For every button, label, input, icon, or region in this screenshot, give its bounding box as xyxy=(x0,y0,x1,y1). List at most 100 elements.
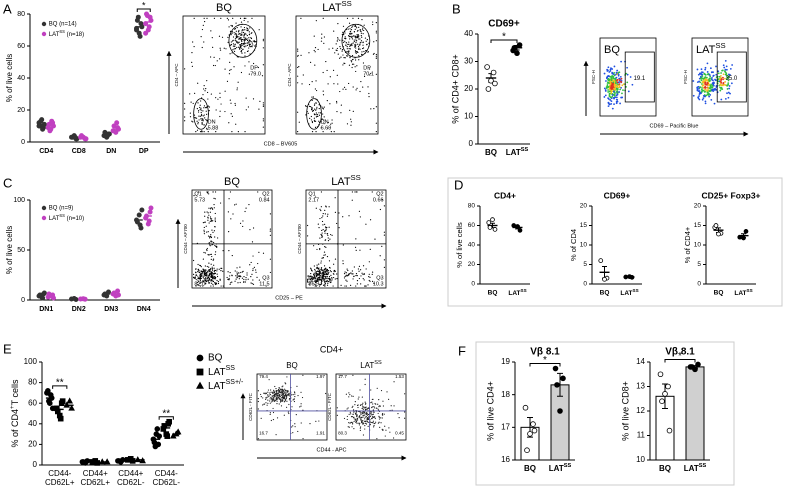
event-dot xyxy=(238,278,240,280)
event-dot xyxy=(367,413,369,416)
event-dot xyxy=(257,262,259,265)
y-tick-label: 0 xyxy=(21,297,25,304)
event-dot xyxy=(201,123,203,125)
event-dot xyxy=(375,131,377,133)
event-dot xyxy=(356,275,358,277)
event-dot xyxy=(359,48,361,50)
x-tick-line: CD44- xyxy=(155,469,178,478)
event-dot xyxy=(248,47,250,49)
event-dot xyxy=(204,117,206,119)
event-dot xyxy=(313,265,315,267)
event-dot xyxy=(281,400,284,402)
event-dot xyxy=(314,280,316,282)
event-dot xyxy=(627,90,630,93)
event-dot xyxy=(203,17,205,19)
event-dot xyxy=(308,52,310,54)
event-dot xyxy=(322,94,325,96)
event-dot xyxy=(242,220,244,222)
x-tick-label: BQ xyxy=(488,290,498,297)
event-dot xyxy=(229,275,231,277)
panel-label: B xyxy=(452,1,461,16)
event-dot xyxy=(381,199,384,201)
y-axis-label: CD4 – APC xyxy=(287,63,292,87)
event-dot xyxy=(318,263,320,265)
event-dot xyxy=(271,401,273,403)
event-dot xyxy=(216,273,218,275)
event-dot xyxy=(353,428,355,430)
event-dot xyxy=(322,278,325,280)
event-dot xyxy=(240,37,242,39)
event-dot xyxy=(295,414,297,416)
y-tick-label: 80 xyxy=(28,378,37,387)
data-point xyxy=(80,459,87,465)
event-dot xyxy=(352,409,355,411)
event-dot xyxy=(373,411,375,413)
event-dot xyxy=(331,119,333,121)
event-dot xyxy=(208,110,210,112)
event-dot xyxy=(220,103,222,105)
event-dot xyxy=(212,285,214,287)
event-dot xyxy=(213,207,215,209)
x-tick-label: LATSS xyxy=(508,288,526,297)
event-dot xyxy=(626,66,629,69)
event-dot xyxy=(235,123,237,125)
event-dot xyxy=(336,102,338,104)
event-dot xyxy=(358,35,360,37)
event-dot xyxy=(319,208,321,210)
event-dot xyxy=(276,417,279,419)
x-axis-label: CD8 – BV605 xyxy=(264,141,298,147)
event-dot xyxy=(356,34,358,36)
x-tick-label: CD44+ CD62L+ xyxy=(80,469,110,487)
event-dot xyxy=(276,400,278,402)
event-dot xyxy=(250,41,252,43)
event-dot xyxy=(322,284,325,286)
x-tick-label: LATSS xyxy=(620,288,638,297)
event-dot xyxy=(319,237,321,239)
event-dot xyxy=(283,396,285,398)
event-dot xyxy=(193,114,196,116)
event-dot xyxy=(371,406,373,408)
event-dot xyxy=(184,108,186,110)
event-dot xyxy=(204,269,206,271)
event-dot xyxy=(358,422,360,424)
event-dot xyxy=(241,277,244,279)
y-tick-label: 10 xyxy=(636,455,645,464)
event-dot xyxy=(351,273,353,275)
event-dot xyxy=(223,47,225,49)
event-dot xyxy=(234,47,237,50)
event-dot xyxy=(262,40,264,42)
event-dot xyxy=(350,272,352,274)
quadrant-value: 1.91 xyxy=(316,431,325,436)
event-dot xyxy=(236,267,238,269)
event-dot xyxy=(200,281,202,283)
event-dot xyxy=(358,55,360,57)
event-dot xyxy=(322,107,324,109)
bar xyxy=(685,366,705,461)
event-dot xyxy=(217,282,220,285)
event-dot xyxy=(316,264,318,266)
event-dot xyxy=(201,118,203,120)
event-dot xyxy=(314,64,316,66)
data-point xyxy=(490,217,495,222)
event-dot xyxy=(247,21,249,23)
y-tick-label: 80 xyxy=(17,11,25,18)
event-dot xyxy=(240,43,242,46)
event-dot xyxy=(320,282,322,284)
event-dot xyxy=(204,211,206,213)
event-dot xyxy=(210,240,212,242)
event-dot xyxy=(358,277,360,280)
event-dot xyxy=(247,278,249,280)
event-dot xyxy=(248,40,250,43)
event-dot xyxy=(712,75,715,77)
event-dot xyxy=(323,268,325,271)
event-dot xyxy=(380,389,383,392)
x-tick-label: DP xyxy=(139,148,149,155)
plot-frame xyxy=(182,15,266,135)
event-dot xyxy=(229,282,232,284)
event-dot xyxy=(251,241,254,243)
event-dot xyxy=(202,222,204,224)
event-dot xyxy=(252,269,254,272)
event-dot xyxy=(244,32,246,35)
event-dot xyxy=(257,400,259,403)
event-dot xyxy=(260,417,262,419)
